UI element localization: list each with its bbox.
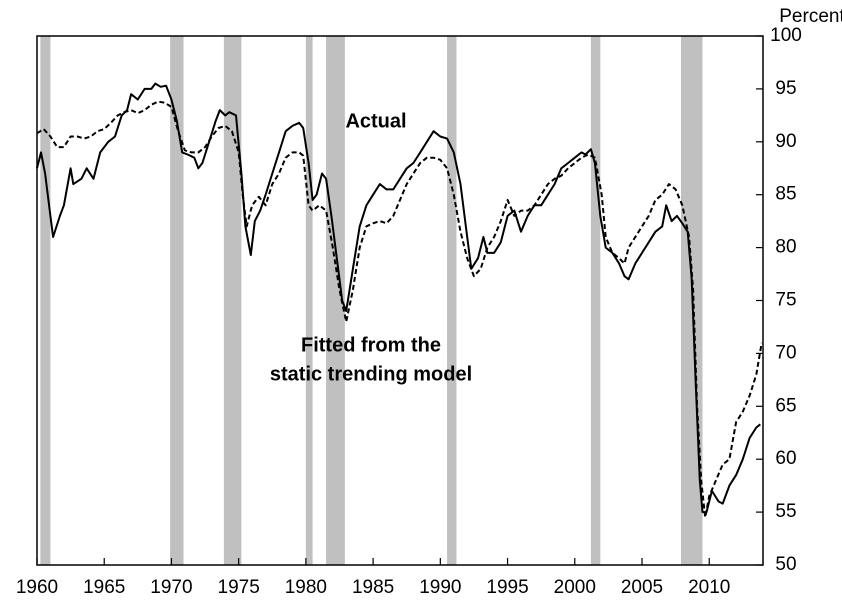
y-tick-label: 60 [775, 448, 796, 469]
annotation: static trending model [270, 363, 472, 385]
y-tick-label: 80 [775, 237, 796, 258]
y-tick-label: 70 [775, 342, 796, 363]
y-tick-label: 95 [775, 78, 796, 99]
x-tick-label: 2010 [688, 577, 730, 598]
y-tick-label: 75 [775, 290, 796, 311]
annotation: Actual [345, 110, 406, 132]
x-tick-label: 1990 [419, 577, 461, 598]
y-axis-label: Percent [779, 6, 842, 27]
recession-band [170, 36, 184, 565]
y-tick-label: 50 [775, 554, 796, 575]
fitted-line [36, 100, 763, 519]
y-tick-label: 65 [775, 395, 796, 416]
y-tick-label: 90 [775, 131, 796, 152]
recession-band [590, 36, 601, 565]
x-tick-label: 1975 [218, 577, 260, 598]
x-tick-label: 1995 [486, 577, 528, 598]
y-tick-label: 85 [775, 184, 796, 205]
x-tick-label: 1970 [150, 577, 192, 598]
recession-band [40, 36, 51, 565]
y-tick-label: 100 [770, 25, 802, 46]
x-tick-label: 2000 [554, 577, 596, 598]
annotation: Fitted from the [301, 334, 441, 356]
recession-band [447, 36, 457, 565]
x-tick-label: 1965 [83, 577, 125, 598]
recession-band [305, 36, 313, 565]
x-tick-label: 1985 [352, 577, 394, 598]
x-tick-label: 1980 [285, 577, 327, 598]
recession-band [326, 36, 345, 565]
y-tick-label: 55 [775, 501, 796, 522]
x-tick-label: 1960 [16, 577, 58, 598]
x-tick-label: 2005 [621, 577, 663, 598]
actual-line [36, 82, 761, 514]
recession-band [223, 36, 242, 565]
